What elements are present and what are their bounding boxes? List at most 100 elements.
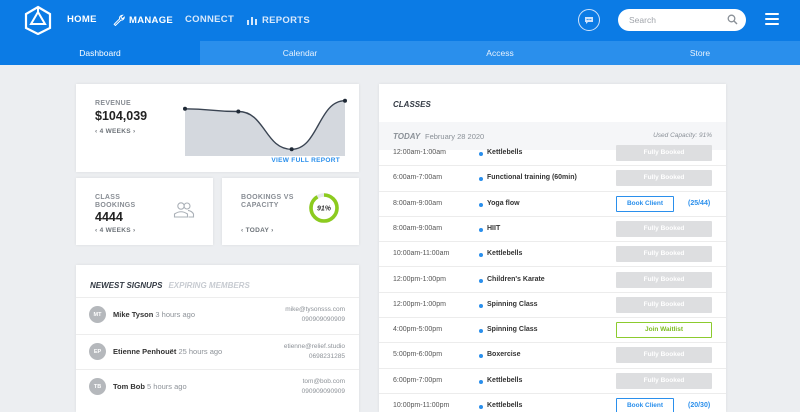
used-capacity: Used Capacity: 91%: [653, 132, 712, 139]
class-row[interactable]: 10:00pm-11:00pm Kettlebells Book Client (20…: [379, 394, 726, 412]
logo-icon[interactable]: [24, 5, 52, 35]
wrench-icon: [113, 14, 125, 26]
nav-reports-label: REPORTS: [262, 14, 311, 26]
chevron-left-icon[interactable]: ‹: [241, 227, 244, 234]
class-name[interactable]: Kettlebells: [487, 250, 523, 258]
class-bookings-label: CLASS BOOKINGS: [95, 194, 136, 209]
search-input[interactable]: Search: [618, 9, 746, 31]
class-name[interactable]: Functional training (60min): [487, 174, 577, 182]
capacity-value: 91%: [317, 206, 332, 213]
class-time: 10:00pm-11:00pm: [393, 402, 450, 409]
search-icon[interactable]: [727, 14, 738, 25]
tab-store[interactable]: Store: [689, 48, 711, 58]
bookings-period-selector[interactable]: ‹ 4 WEEKS ›: [95, 227, 136, 234]
class-row[interactable]: 12:00pm-1:00pm Spinning Class Fully Booked: [379, 293, 726, 319]
capacity-ring: 91%: [309, 193, 339, 223]
class-name[interactable]: Kettlebells: [487, 149, 523, 156]
class-row[interactable]: 6:00am-7:00am Functional training (60min)…: [379, 166, 726, 192]
class-name[interactable]: Children's Karate: [487, 275, 545, 283]
nav-manage[interactable]: MANAGE: [113, 14, 173, 26]
capacity-period-selector[interactable]: ‹ TODAY ›: [241, 227, 274, 234]
signup-name: Tom Bob: [113, 382, 145, 391]
revenue-sparkline: [183, 98, 347, 156]
class-time: 8:00am-9:00am: [393, 199, 443, 207]
nav-home[interactable]: HOME: [67, 14, 97, 25]
chat-button[interactable]: [578, 9, 600, 31]
fully-booked-button: Fully Booked: [616, 296, 712, 313]
users-icon: [173, 202, 195, 218]
class-time: 12:00pm-1:00pm: [393, 275, 446, 283]
tab-expiring-members[interactable]: EXPIRING MEMBERS: [168, 281, 250, 290]
class-dot-icon: [479, 177, 483, 182]
class-name[interactable]: Kettlebells: [487, 402, 523, 409]
signup-name: Mike Tyson: [113, 310, 154, 319]
class-name[interactable]: HIIT: [487, 224, 501, 232]
fully-booked-button: Fully Booked: [616, 246, 712, 263]
avatar: MT: [89, 306, 106, 323]
bar-chart-icon: [247, 17, 257, 25]
revenue-card: REVENUE $104,039 ‹ 4 WEEKS › VIEW FULL R…: [76, 84, 359, 172]
class-row[interactable]: 12:00pm-1:00pm Children's Karate Fully Boo…: [379, 268, 726, 293]
nav-connect-label: CONNECT: [185, 14, 235, 25]
class-name[interactable]: Yoga flow: [487, 199, 520, 207]
class-dot-icon: [479, 303, 483, 308]
chevron-left-icon[interactable]: ‹: [95, 227, 98, 234]
class-name[interactable]: Kettlebells: [487, 376, 523, 384]
class-bookings-value: 4444: [95, 210, 123, 224]
chevron-right-icon[interactable]: ›: [133, 227, 136, 234]
signup-email[interactable]: mike@tysonsss.com: [285, 306, 345, 313]
signup-phone: 090909090909: [301, 388, 345, 395]
fully-booked-button: Fully Booked: [616, 372, 712, 389]
sparkline-point: [343, 98, 347, 103]
signup-row[interactable]: EP Etienne Penhouët 25 hours ago etienne…: [76, 334, 359, 367]
class-row[interactable]: 8:00am-9:00am Yoga flow Book Client (25/44): [379, 192, 726, 217]
chevron-right-icon[interactable]: ›: [271, 227, 274, 234]
class-row[interactable]: 5:00pm-6:00pm Boxercise Fully Booked: [379, 343, 726, 369]
book-client-button[interactable]: Book Client: [616, 398, 674, 412]
search-placeholder: Search: [629, 15, 656, 25]
nav-reports[interactable]: REPORTS: [246, 14, 310, 26]
class-count: (25/44): [688, 199, 711, 207]
signup-row[interactable]: MT Mike Tyson 3 hours ago mike@tysonsss.…: [76, 297, 359, 330]
class-row[interactable]: 12:00am-1:00am Kettlebells Fully Booked: [379, 141, 726, 167]
today-label: TODAY: [393, 132, 421, 141]
class-time: 12:00am-1:00am: [393, 149, 446, 156]
class-row[interactable]: 4:00pm-5:00pm Spinning Class Join Waitlist: [379, 318, 726, 344]
chevron-right-icon[interactable]: ›: [133, 128, 136, 135]
class-time: 6:00am-7:00am: [393, 174, 443, 182]
class-name[interactable]: Spinning Class: [487, 300, 538, 308]
signups-card: NEWEST SIGNUPS EXPIRING MEMBERS MT Mike …: [76, 265, 359, 412]
sub-tabs: Dashboard Calendar Access Store: [0, 41, 800, 65]
signup-email[interactable]: tom@bob.com: [302, 378, 345, 385]
bookings-period: 4 WEEKS: [99, 227, 131, 234]
fully-booked-button: Fully Booked: [616, 347, 712, 364]
revenue-period-selector[interactable]: ‹ 4 WEEKS ›: [95, 128, 136, 135]
chevron-left-icon[interactable]: ‹: [95, 128, 98, 135]
nav-connect[interactable]: CONNECT: [185, 14, 234, 25]
class-dot-icon: [479, 354, 483, 359]
signup-row[interactable]: TB Tom Bob 5 hours ago tom@bob.com 09090…: [76, 369, 359, 402]
nav-manage-label: MANAGE: [129, 14, 174, 26]
sparkline-point: [289, 147, 294, 152]
avatar: TB: [89, 378, 106, 395]
tab-calendar[interactable]: Calendar: [282, 48, 318, 58]
view-full-report-link[interactable]: VIEW FULL REPORT: [271, 157, 340, 164]
tab-access[interactable]: Access: [486, 48, 514, 58]
tab-newest-signups[interactable]: NEWEST SIGNUPS: [90, 281, 163, 290]
class-row[interactable]: 6:00pm-7:00pm Kettlebells Fully Booked: [379, 369, 726, 394]
class-name[interactable]: Spinning Class: [487, 326, 538, 334]
avatar: EP: [89, 343, 106, 360]
class-row[interactable]: 10:00am-11:00am Kettlebells Fully Booked: [379, 242, 726, 268]
class-name[interactable]: Boxercise: [487, 351, 521, 359]
join-waitlist-button[interactable]: Join Waitlist: [616, 322, 712, 339]
book-client-button[interactable]: Book Client: [616, 195, 674, 212]
signup-time: 25 hours ago: [178, 347, 223, 356]
menu-icon[interactable]: [765, 13, 779, 25]
nav-home-label: HOME: [67, 14, 97, 25]
signup-email[interactable]: etienne@relief.studio: [283, 343, 345, 350]
class-dot-icon: [479, 152, 483, 156]
class-time: 6:00pm-7:00pm: [393, 376, 443, 384]
capacity-period: TODAY: [245, 227, 269, 234]
class-row[interactable]: 8:00am-9:00am HIIT Fully Booked: [379, 217, 726, 243]
tab-dashboard[interactable]: Dashboard: [0, 41, 200, 65]
